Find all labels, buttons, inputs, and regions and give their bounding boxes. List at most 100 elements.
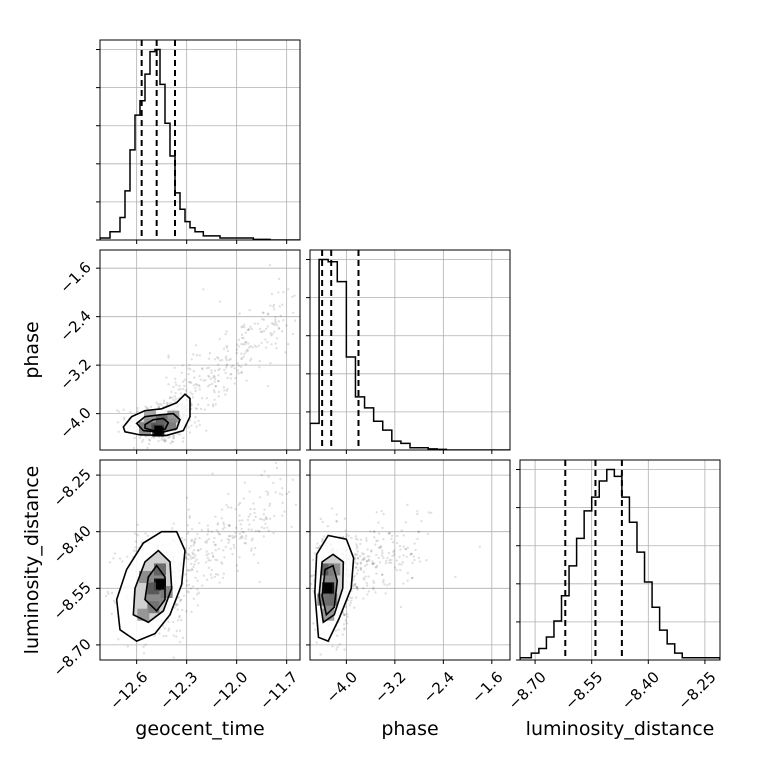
scatter-point [258,327,262,331]
scatter-point [355,572,359,576]
scatter-point [231,364,235,367]
scatter-point [187,380,191,384]
scatter-point [196,403,200,406]
scatter-point [399,569,402,572]
scatter-point [162,634,165,638]
density-peak-marker [156,579,164,590]
scatter-point [228,524,231,527]
scatter-point [206,524,210,527]
scatter-point [249,325,252,328]
scatter-point [264,346,268,349]
y-tick-label-phase: −3.2 [56,355,94,393]
scatter-point [240,325,243,329]
scatter-point [216,522,220,525]
scatter-point [266,340,269,344]
scatter-point [417,530,420,533]
scatter-point [261,318,264,321]
scatter-point [110,612,113,616]
scatter-point [388,582,391,586]
scatter-point [382,538,385,541]
scatter-point [182,436,185,440]
scatter-point [402,545,405,548]
scatter-point [207,566,211,570]
scatter-point [392,549,396,552]
scatter-point [267,475,270,478]
scatter-point [117,638,120,641]
scatter-point [207,357,211,360]
scatter-point [311,622,315,625]
scatter-point [205,366,209,370]
scatter-point [335,513,338,516]
scatter-point [282,290,285,294]
scatter-point [258,530,261,533]
scatter-point [349,601,352,605]
scatter-point [244,537,247,540]
scatter-point [195,383,198,387]
scatter-point [354,535,358,538]
scatter-point [214,385,218,388]
scatter-point [233,382,236,385]
scatter-point [294,503,298,506]
scatter-point [210,371,213,374]
contour-line-2 [135,412,181,434]
scatter-point [207,537,211,541]
scatter-point [367,559,371,562]
scatter-point [353,574,356,578]
scatter-point [281,303,284,306]
scatter-point [206,533,209,536]
scatter-point [228,358,231,362]
scatter-point [279,314,282,318]
scatter-point [277,326,281,330]
scatter-point [356,562,359,566]
x-tick-label-geocent_time: −12.3 [156,668,201,713]
scatter-point [270,343,273,346]
scatter-point [227,523,230,527]
scatter-point [247,528,250,531]
scatter-point [178,384,181,388]
scatter-point [269,361,272,365]
scatter-point [238,501,242,505]
scatter-point [268,517,272,521]
scatter-point [228,534,231,538]
scatter-point [188,431,192,434]
scatter-point [193,556,196,559]
scatter-point [224,355,228,358]
scatter-point [190,544,193,548]
scatter-point [138,436,141,439]
scatter-point [203,408,206,411]
scatter-point [217,532,221,536]
scatter-point [175,603,178,607]
scatter-point [217,357,220,360]
scatter-point [182,387,185,391]
scatter-point [229,372,232,376]
scatter-point [348,596,352,599]
scatter-point [354,596,358,599]
scatter-point [362,557,365,561]
scatter-point [220,508,224,511]
scatter-point [277,291,280,294]
scatter-point [238,519,241,522]
scatter-point [198,388,201,391]
scatter-point [249,344,252,348]
scatter-point [167,629,170,632]
scatter-point [112,599,116,603]
scatter-point [117,430,120,433]
scatter-point [236,362,239,365]
scatter-point [343,648,346,651]
scatter-point [195,353,199,357]
scatter-point [362,570,366,574]
scatter-point [353,561,357,564]
scatter-point [247,328,250,332]
scatter-point [272,322,275,326]
scatter-point [363,578,366,581]
scatter-point [244,362,248,366]
scatter-point [412,555,415,558]
x-tick-label-phase: −2.4 [420,668,458,706]
scatter-point [377,532,381,535]
scatter-point [163,440,167,443]
scatter-point [167,356,170,359]
scatter-point [263,527,266,530]
scatter-point [404,547,407,551]
scatter-point [147,438,151,441]
scatter-point [197,562,200,565]
